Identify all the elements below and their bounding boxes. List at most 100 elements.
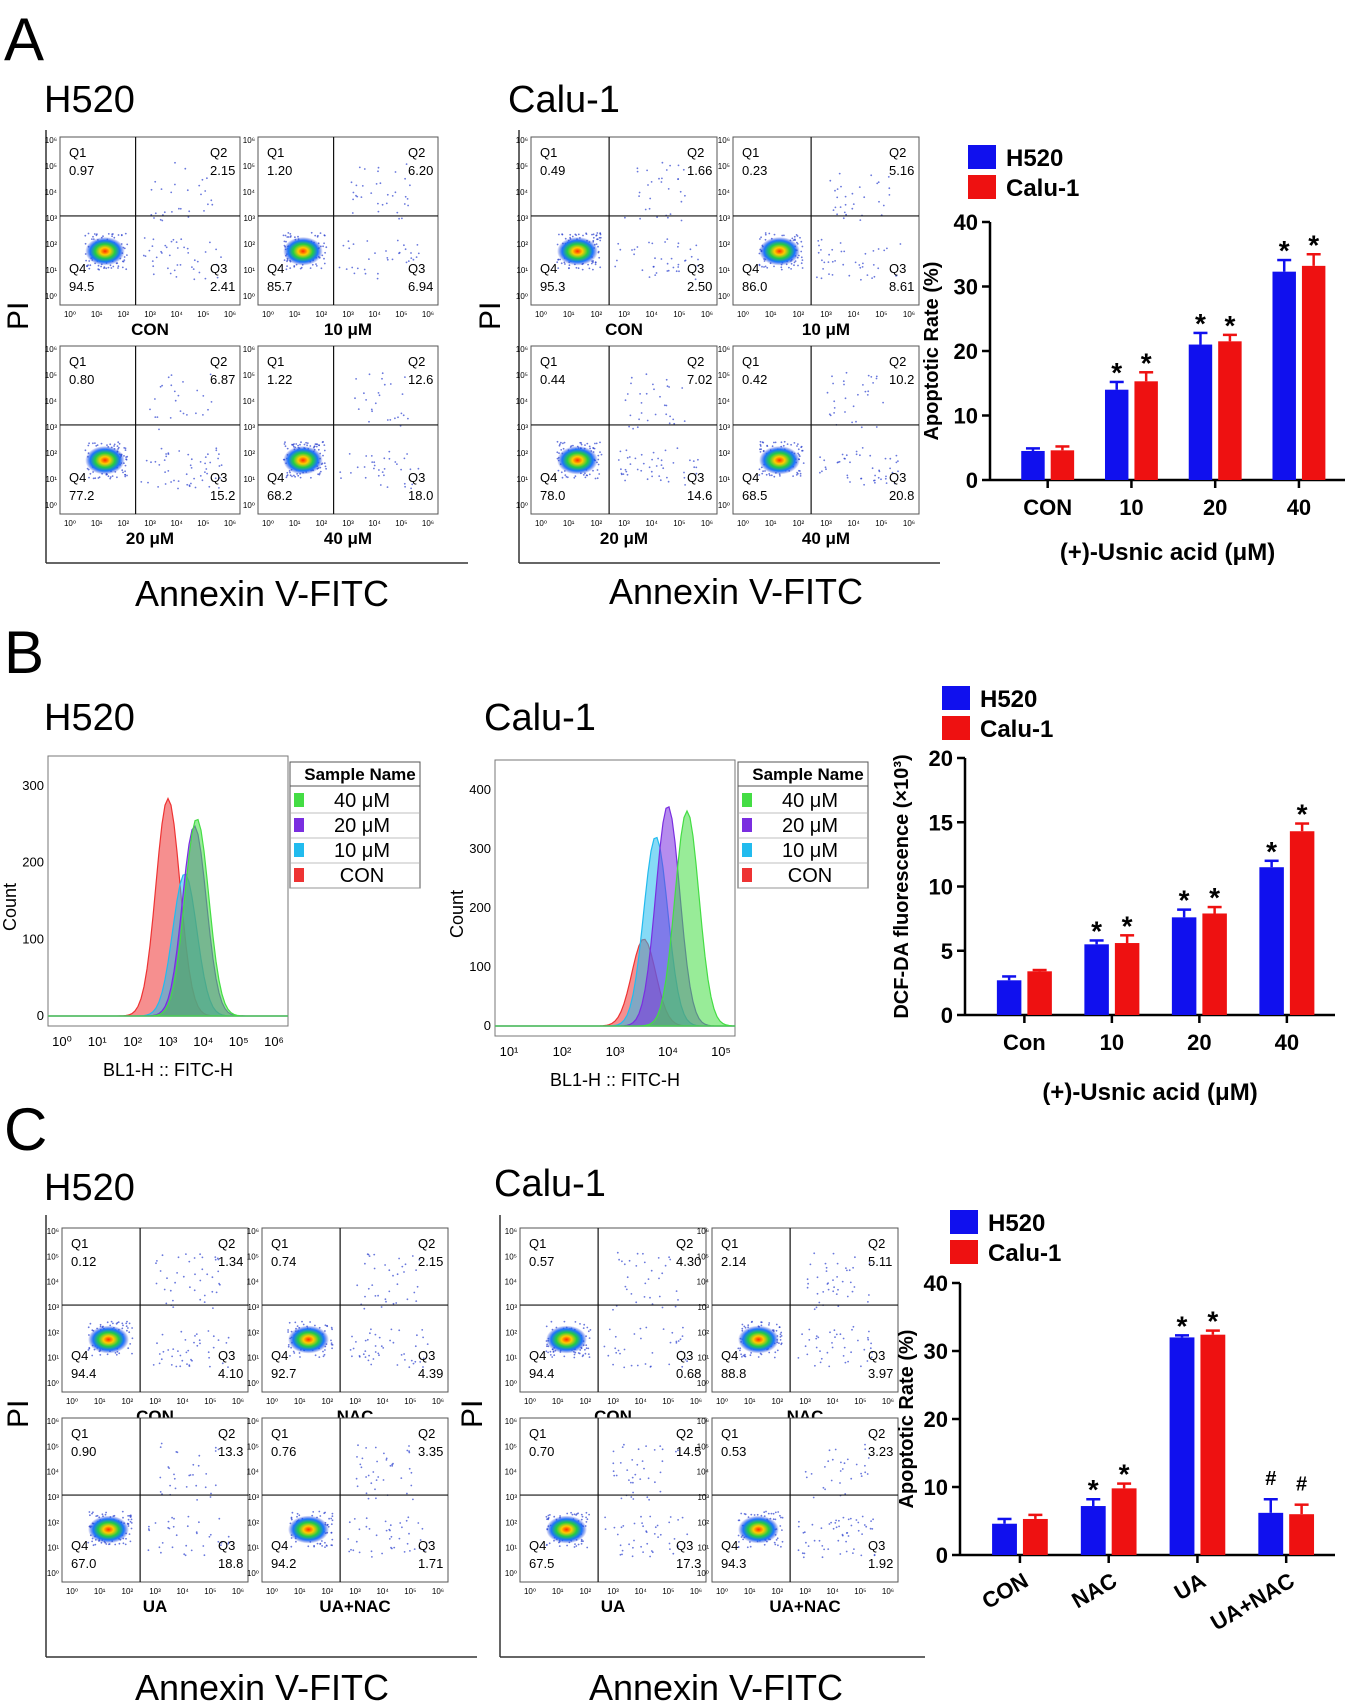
flow-dot (573, 476, 576, 479)
flow-dot (582, 234, 584, 237)
flow-dot (404, 1263, 407, 1266)
flow-dot (159, 1476, 162, 1479)
flow-dot (773, 233, 776, 236)
flow-dot (351, 266, 354, 269)
x-tick-label: 10³ (149, 1397, 161, 1406)
flow-dot (165, 1302, 168, 1305)
flow-dot (869, 1347, 872, 1350)
x-tick-label: 20 (1203, 495, 1227, 520)
flow-dot (853, 1548, 855, 1550)
flow-dot (597, 463, 600, 466)
flow-dot (403, 482, 406, 485)
flow-dot (167, 267, 169, 270)
bar (1188, 344, 1213, 480)
flow-dot (326, 1324, 328, 1327)
flow-dot (759, 451, 762, 453)
y-tick-label: 10⁰ (243, 501, 255, 510)
flow-dot (202, 395, 205, 397)
flow-dot (373, 464, 376, 467)
flow-dot (841, 1533, 844, 1536)
legend-box (289, 761, 421, 889)
flow-dot (843, 250, 846, 253)
flow-dot (556, 440, 559, 443)
flow-dot (636, 1364, 639, 1367)
flow-dot (125, 1325, 128, 1328)
flow-dot (113, 443, 116, 446)
flow-dot (817, 240, 820, 242)
flow-dot (631, 1476, 634, 1479)
flow-dot (170, 191, 173, 194)
flow-dot (660, 459, 663, 462)
flow-dot (850, 1524, 853, 1527)
flow-dot (97, 477, 100, 479)
flow-dot (619, 1352, 621, 1355)
flow-dot (873, 1554, 876, 1556)
flow-dot (367, 1253, 370, 1256)
flow-dot (417, 1522, 420, 1524)
flow-dot (124, 475, 127, 478)
flow-dot (190, 458, 193, 461)
x-tick-label: 10³ (607, 1397, 619, 1406)
flow-dot (295, 443, 298, 445)
y-tick-label: 10¹ (243, 475, 255, 484)
flow-dot (763, 1511, 766, 1514)
flow-dot (377, 392, 380, 394)
flow-dot (753, 1514, 756, 1516)
q1-value: 0.23 (742, 163, 767, 178)
flow-dot (350, 181, 353, 184)
flow-dot (760, 1321, 763, 1324)
x-tick-label: 10⁰ (524, 1397, 536, 1406)
flow-dot (859, 219, 862, 222)
flow-dot (625, 1288, 628, 1291)
flow-dot (571, 1513, 574, 1516)
flow-dot (161, 384, 164, 387)
flow-dot (360, 1466, 363, 1469)
flow-dot (92, 477, 95, 480)
q2-name: Q2 (418, 1236, 435, 1251)
flow-dot (800, 256, 803, 259)
flow-dot (418, 1547, 421, 1550)
flow-dot (640, 402, 643, 404)
flow-dot (834, 206, 837, 209)
flow-dot (644, 1282, 647, 1285)
legend-label: 40 μM (782, 790, 838, 812)
flow-dot (697, 258, 699, 261)
flow-dot (565, 475, 568, 478)
flow-dot (150, 214, 153, 216)
flow-dot (293, 265, 296, 267)
flow-dot (586, 1546, 589, 1549)
flow-dot (388, 1538, 391, 1540)
flow-dot (383, 1452, 385, 1455)
flow-dot (599, 239, 602, 242)
xlabel-annexin-a-h520: Annexin V-FITC (135, 573, 389, 614)
legend-label: Calu-1 (980, 716, 1053, 743)
flow-dot (416, 244, 419, 246)
flow-dot (580, 1542, 583, 1545)
flow-dot (689, 248, 692, 251)
x-tick-label: 10⁵ (395, 310, 407, 319)
flow-dot (598, 256, 601, 259)
flow-dot (661, 177, 663, 180)
flow-dot (895, 274, 898, 277)
flow-dot (765, 1510, 767, 1513)
flow-dot (325, 467, 327, 470)
flow-dot (855, 1519, 858, 1521)
x-tick-label: 10² (122, 1397, 134, 1406)
flow-dot (825, 468, 827, 471)
flow-dot (402, 414, 405, 417)
q3-name: Q3 (868, 1538, 885, 1553)
flow-dot (684, 484, 686, 486)
flow-dot (813, 1539, 816, 1542)
significance-mark: * (1179, 885, 1190, 916)
flow-dot (574, 1321, 577, 1323)
flow-dot (598, 236, 601, 239)
x-tick-label: 10⁶ (422, 310, 434, 319)
q1-name: Q1 (267, 354, 284, 369)
flow-dot (837, 1288, 839, 1291)
flow-dot (844, 203, 847, 206)
flow-dot (422, 1357, 425, 1360)
flow-dot (215, 248, 218, 251)
flow-dot (562, 442, 564, 445)
title-b-calu1: Calu-1 (484, 697, 596, 739)
flow-dot (356, 267, 359, 270)
